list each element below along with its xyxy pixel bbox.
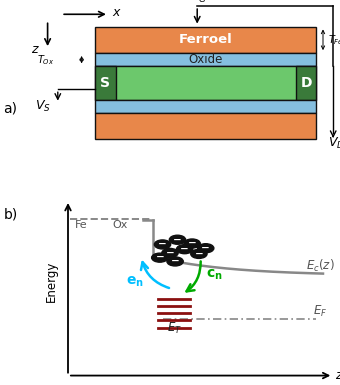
Text: $T_{Fe}$: $T_{Fe}$ [328, 33, 340, 47]
Circle shape [176, 244, 193, 254]
Text: Oxide: Oxide [188, 53, 223, 66]
Text: $V_G$: $V_G$ [190, 0, 207, 5]
Bar [95, 66, 316, 100]
Bar [296, 66, 316, 100]
Text: $V_S$: $V_S$ [35, 99, 50, 114]
Circle shape [167, 257, 183, 266]
Text: −: − [173, 234, 182, 244]
Bar [95, 53, 316, 66]
Text: $z$: $z$ [31, 43, 39, 56]
Text: Energy: Energy [45, 261, 57, 302]
Bar [95, 113, 316, 139]
Circle shape [191, 249, 207, 258]
Circle shape [162, 248, 178, 258]
Text: −: − [201, 243, 210, 253]
Bar [95, 66, 116, 100]
Text: −: − [166, 248, 174, 258]
Text: $x$: $x$ [112, 6, 122, 19]
Text: −: − [158, 239, 167, 249]
Text: $E_c(z)$: $E_c(z)$ [306, 258, 335, 274]
Circle shape [154, 240, 171, 249]
Bar [95, 100, 316, 113]
Text: Ox: Ox [112, 221, 128, 230]
FancyArrowPatch shape [187, 261, 201, 291]
Text: −: − [171, 256, 180, 266]
Text: −: − [188, 238, 197, 248]
Circle shape [152, 253, 168, 262]
Text: b): b) [3, 208, 18, 222]
Circle shape [198, 244, 214, 253]
Circle shape [184, 239, 200, 248]
Text: $V_D$: $V_D$ [328, 136, 340, 151]
FancyArrowPatch shape [141, 262, 169, 288]
Text: S: S [100, 76, 110, 90]
Circle shape [169, 235, 186, 244]
Text: $z$: $z$ [335, 369, 340, 382]
Text: D: D [300, 76, 312, 90]
Text: $T_{Ox}$: $T_{Ox}$ [37, 53, 55, 67]
Text: Fe: Fe [75, 221, 87, 230]
Text: −: − [180, 244, 189, 254]
Text: $\mathbf{c_n}$: $\mathbf{c_n}$ [206, 268, 222, 282]
Text: −: − [194, 248, 203, 258]
Text: $E_F$: $E_F$ [313, 304, 327, 319]
Bar [95, 27, 316, 53]
Text: $\mathbf{e_n}$: $\mathbf{e_n}$ [126, 275, 143, 290]
Text: $E_T$: $E_T$ [167, 321, 182, 336]
Text: −: − [155, 252, 164, 262]
Text: a): a) [3, 101, 17, 115]
Text: Ferroel: Ferroel [179, 33, 233, 46]
